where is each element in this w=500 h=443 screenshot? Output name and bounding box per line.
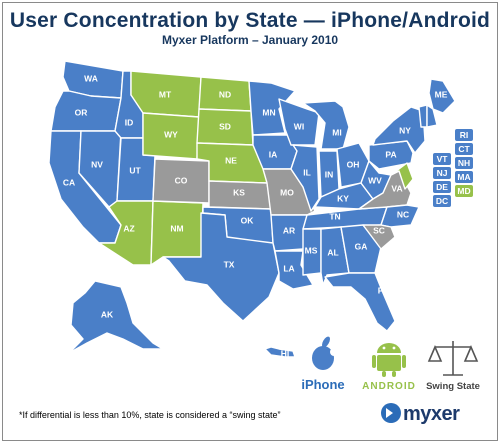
state-label-mi: MI (332, 127, 341, 137)
svg-text:NJ: NJ (437, 168, 448, 178)
state-wi[interactable] (278, 98, 320, 146)
callout-vt[interactable]: VT (433, 153, 451, 165)
state-label-mn: MN (262, 107, 275, 117)
state-label-tx: TX (224, 259, 235, 269)
state-label-me: ME (435, 89, 448, 99)
state-label-al: AL (327, 247, 338, 257)
page-title: User Concentration by State — iPhone/And… (9, 9, 491, 32)
callout-nh[interactable]: NH (455, 157, 473, 169)
state-label-oh: OH (347, 159, 360, 169)
scales-icon (427, 341, 479, 376)
state-label-sd: SD (219, 121, 231, 131)
state-label-hi: HI (281, 348, 290, 358)
state-label-ms: MS (305, 245, 318, 255)
state-il[interactable] (290, 144, 320, 212)
state-label-ky: KY (337, 193, 349, 203)
callout-nj[interactable]: NJ (433, 167, 451, 179)
state-label-mo: MO (280, 187, 294, 197)
state-label-mt: MT (159, 89, 172, 99)
state-nh[interactable] (426, 104, 438, 128)
state-fl[interactable] (324, 272, 396, 332)
brand-name: myxer (403, 403, 460, 425)
state-label-nv: NV (91, 159, 103, 169)
state-mn[interactable] (248, 80, 296, 136)
legend-iphone-label: iPhone (301, 377, 344, 392)
state-label-ut: UT (129, 165, 141, 175)
svg-text:MD: MD (457, 186, 470, 196)
callout-ri[interactable]: RI (455, 129, 473, 141)
state-label-ok: OK (241, 215, 255, 225)
svg-text:NH: NH (458, 158, 470, 168)
svg-text:CT: CT (458, 144, 470, 154)
state-md[interactable] (390, 162, 414, 190)
svg-text:DC: DC (436, 196, 448, 206)
state-label-la: LA (283, 263, 294, 273)
state-label-id: ID (125, 117, 134, 127)
callout-ma[interactable]: MA (455, 171, 473, 183)
legend-swing-label: Swing State (426, 381, 480, 392)
callout-ct[interactable]: CT (455, 143, 473, 155)
state-label-ne: NE (225, 155, 237, 165)
callout-de[interactable]: DE (433, 181, 451, 193)
state-ms[interactable] (302, 228, 322, 276)
svg-text:VT: VT (437, 154, 449, 164)
state-label-fl: FL (378, 285, 388, 295)
state-label-in: IN (325, 169, 334, 179)
state-ak[interactable] (68, 280, 164, 354)
state-sc[interactable] (362, 224, 396, 250)
state-tx[interactable] (162, 212, 280, 322)
legend-android-label: ANDROID (362, 381, 416, 392)
state-label-pa: PA (385, 149, 396, 159)
state-label-wy: WY (164, 129, 178, 139)
legend: iPhone ANDROID Swing State (301, 336, 480, 392)
state-label-ia: IA (269, 149, 278, 159)
brand-logo: myxer (381, 403, 460, 426)
svg-text:MA: MA (457, 172, 470, 182)
state-label-nd: ND (219, 89, 231, 99)
state-label-il: IL (303, 167, 311, 177)
state-ga[interactable] (340, 224, 382, 274)
state-label-ny: NY (399, 125, 411, 135)
state-label-sc: SC (373, 225, 385, 235)
state-ny[interactable] (372, 106, 426, 154)
state-hi[interactable] (264, 346, 296, 358)
state-label-wi: WI (294, 121, 304, 131)
state-label-va: VA (391, 183, 402, 193)
state-label-ca: CA (63, 177, 75, 187)
state-me[interactable] (428, 78, 456, 114)
state-label-wv: WV (368, 175, 382, 185)
callout-dc[interactable]: DC (433, 195, 451, 207)
state-label-az: AZ (123, 223, 134, 233)
state-label-ks: KS (233, 187, 245, 197)
svg-text:RI: RI (460, 130, 469, 140)
state-label-ak: AK (101, 309, 114, 319)
state-label-co: CO (175, 175, 188, 185)
svg-text:DE: DE (436, 182, 448, 192)
page-subtitle: Myxer Platform – January 2010 (161, 33, 339, 47)
state-label-or: OR (75, 107, 88, 117)
footnote: *If differential is less than 10%, state… (19, 410, 281, 420)
android-icon (372, 343, 406, 377)
state-label-nm: NM (170, 223, 183, 233)
state-label-ga: GA (355, 241, 368, 251)
state-label-wa: WA (84, 73, 98, 83)
state-label-ar: AR (283, 225, 295, 235)
state-label-tn: TN (329, 211, 340, 221)
myxer-logo-icon (381, 403, 401, 423)
callout-md[interactable]: MD (455, 185, 473, 197)
apple-icon (312, 336, 338, 370)
state-ar[interactable] (270, 214, 308, 252)
state-label-nc: NC (397, 209, 409, 219)
us-map: WA OR CA NV ID UT AZ MT WY ND SD NE CO KS OK TX NM MN IA MO… (48, 60, 480, 392)
state-vt[interactable] (418, 104, 428, 128)
